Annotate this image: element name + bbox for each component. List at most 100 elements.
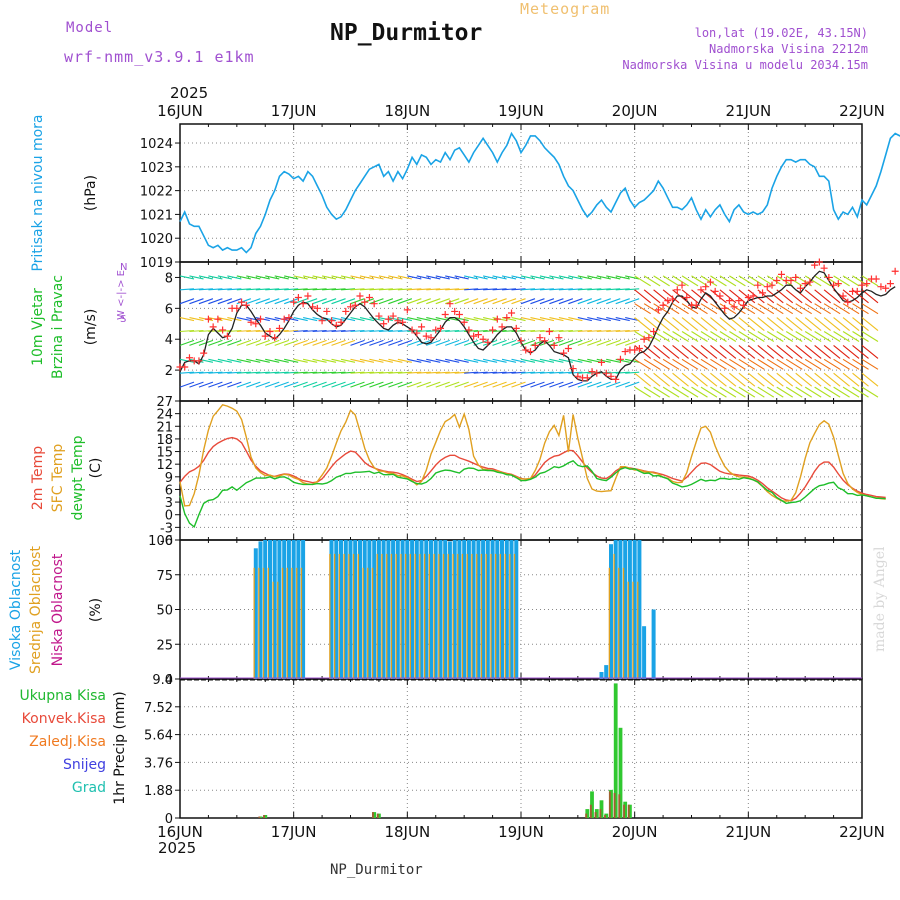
- wind-barb: [662, 289, 680, 304]
- wind-barb: [303, 358, 318, 363]
- wind-barb: [445, 317, 460, 322]
- wind-barb: [539, 275, 555, 280]
- wind-barb: [246, 371, 261, 374]
- wind-barb: [274, 371, 289, 374]
- wind-barb: [378, 298, 394, 305]
- wind-barb: [426, 381, 441, 388]
- wind-barb: [577, 371, 592, 374]
- y-tick-label: 75: [156, 569, 173, 584]
- wind-barb: [198, 329, 213, 333]
- wind-barb: [397, 317, 412, 322]
- coords-label: lon,lat (19.02E, 43.15N): [694, 26, 868, 40]
- wind-barb: [416, 329, 431, 333]
- wind-barb: [681, 289, 699, 304]
- mid-cloud-side-label: Srednja Oblacnost: [28, 546, 44, 674]
- cloud-bar-0: [433, 540, 438, 679]
- wind-barb: [265, 298, 280, 305]
- wind-barb: [321, 275, 337, 280]
- wind-barb: [340, 275, 356, 280]
- wind-barb: [776, 303, 794, 315]
- wind-gust-mark: [394, 317, 402, 325]
- wind-barb: [274, 275, 289, 280]
- wind-barb: [426, 298, 441, 305]
- cloud-bar-0: [623, 540, 628, 679]
- wind-gust-mark: [446, 300, 454, 308]
- wind-barb: [861, 275, 879, 287]
- wind-barb: [606, 329, 621, 333]
- cloud-bar-0: [381, 540, 386, 679]
- cloud-bar-0: [438, 540, 443, 679]
- wind-barb: [407, 329, 422, 333]
- wind-gust-mark: [721, 304, 729, 312]
- wind-barb: [416, 275, 431, 280]
- wind-barb: [445, 329, 460, 333]
- wind-barb: [662, 317, 680, 332]
- wind-barb: [757, 317, 775, 332]
- wind-gust-mark: [664, 297, 672, 305]
- wind-gust-mark: [313, 304, 321, 312]
- cloud-bar-1: [499, 553, 501, 679]
- wind-barb: [274, 339, 289, 346]
- wind-barb: [369, 298, 384, 305]
- wind-barb: [785, 358, 803, 370]
- wind-gust-mark: [702, 283, 710, 291]
- wind-direction-legend: W <-|-> E: [116, 270, 127, 320]
- wind-gust-mark: [508, 309, 516, 317]
- cloud-bar-1: [513, 553, 516, 679]
- wind-barb: [501, 275, 517, 280]
- wind-barb: [388, 329, 403, 333]
- wind-barb: [643, 303, 661, 315]
- wind-barb: [700, 386, 718, 398]
- wind-barb: [814, 275, 831, 287]
- wind-barb: [454, 371, 469, 374]
- wind-barb: [302, 339, 318, 346]
- wind-barb: [804, 317, 822, 332]
- wind-barb: [331, 381, 346, 388]
- wind-gust-mark: [517, 337, 525, 345]
- precip-bar-1: [623, 804, 625, 818]
- wind-barb: [823, 344, 841, 359]
- wind-gust-mark: [299, 300, 307, 308]
- wind-barb: [284, 371, 299, 374]
- cloud-bar-1: [334, 553, 336, 679]
- cloud-bar-0: [400, 540, 405, 679]
- wind-gust-mark: [252, 320, 260, 328]
- y-tick-label: 21: [156, 420, 173, 435]
- wind-barb: [719, 275, 737, 287]
- wind-gust-mark: [725, 297, 733, 305]
- wind-barb: [558, 298, 574, 305]
- wind-barb: [823, 386, 841, 398]
- wind-barb: [473, 288, 488, 291]
- wind-barb: [643, 289, 661, 304]
- wind-gust-mark: [740, 301, 748, 309]
- wind-barb: [236, 371, 251, 374]
- wind-barb: [710, 331, 727, 342]
- wind-gust-mark: [602, 369, 610, 377]
- wind-barb: [606, 358, 621, 363]
- wind-barb: [426, 339, 441, 346]
- wind-gust-mark: [479, 335, 487, 343]
- precip-bar-0: [628, 804, 632, 818]
- y-tick-label: 25: [156, 638, 173, 653]
- wind-barb: [208, 358, 223, 363]
- wind-barb: [321, 381, 337, 388]
- pressure-side-label: Pritisak na nivou mora: [30, 114, 46, 271]
- wind-barb: [710, 317, 727, 332]
- x-tick-label-top: 21JUN: [725, 102, 771, 120]
- wind-barb: [359, 275, 375, 280]
- wind-barb: [407, 381, 422, 388]
- wind-barb: [549, 317, 564, 322]
- precip-bar-1: [618, 794, 621, 818]
- precip-bar-0: [585, 809, 590, 818]
- wind-gust-mark: [839, 292, 847, 300]
- wind-barb: [303, 275, 318, 280]
- cloud-bar-1: [395, 553, 397, 679]
- wind-barb: [852, 386, 869, 398]
- cloud-bar-0: [358, 540, 362, 679]
- wind-gust-mark: [531, 341, 539, 349]
- wind-barb: [426, 329, 441, 333]
- wind-barb: [492, 339, 507, 346]
- cloud-bar-1: [343, 553, 345, 679]
- cloud-bar-0: [481, 540, 486, 679]
- wind-barb: [568, 275, 583, 280]
